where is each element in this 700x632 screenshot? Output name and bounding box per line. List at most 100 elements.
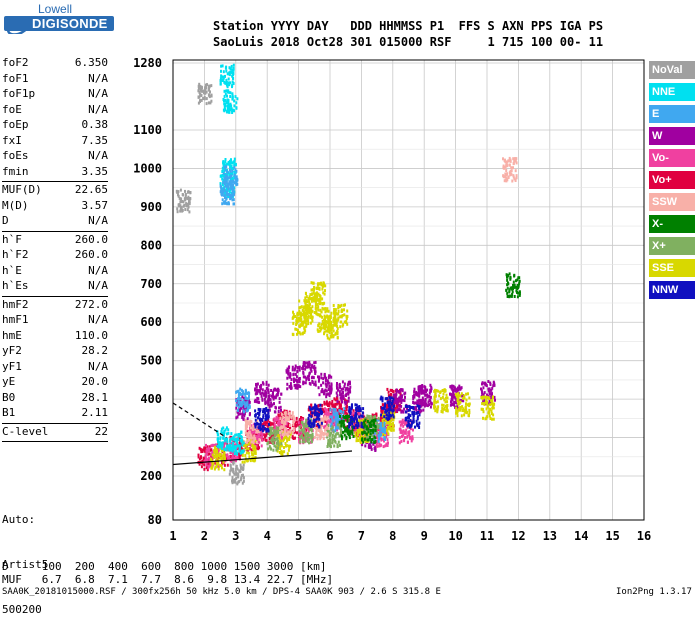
echo-point-x- <box>374 418 376 421</box>
echo-point-nne <box>236 441 238 444</box>
echo-point-x- <box>368 438 370 441</box>
echo-point-sse <box>288 438 290 441</box>
echo-point-w <box>347 387 349 390</box>
echo-point-sse <box>329 338 331 341</box>
echo-point-sse <box>302 321 304 324</box>
echo-point-w <box>400 411 402 414</box>
echo-point-w <box>338 384 340 387</box>
echo-point-sse <box>283 446 285 449</box>
echo-point-sse <box>462 397 464 400</box>
echo-point-w <box>289 372 291 375</box>
echo-point-vo- <box>212 444 214 447</box>
echo-point-nne <box>225 447 227 450</box>
echo-point-w <box>329 394 331 397</box>
echo-point-nnw <box>409 409 411 412</box>
echo-point-e <box>335 427 337 430</box>
echo-point-noval <box>183 204 185 207</box>
echo-point-e <box>329 416 331 419</box>
echo-point-e <box>221 202 223 205</box>
echo-point-w <box>292 368 294 371</box>
echo-point-sse <box>324 307 326 310</box>
echo-point-w <box>320 376 322 379</box>
echo-point-sse <box>465 393 467 396</box>
echo-point-sse <box>320 326 322 329</box>
echo-point-x- <box>272 449 274 452</box>
echo-point-sse <box>464 410 466 413</box>
echo-point-nne <box>220 436 222 439</box>
echo-point-ssw <box>511 180 513 183</box>
echo-point-nnw <box>408 405 410 408</box>
echo-point-nne <box>227 85 229 88</box>
echo-point-nnw <box>405 418 407 421</box>
echo-point-sse <box>357 439 359 442</box>
echo-point-e <box>226 191 228 194</box>
echo-point-x- <box>278 443 280 446</box>
echo-point-w <box>323 392 325 395</box>
echo-point-nnw <box>348 410 350 413</box>
echo-point-w <box>309 363 311 366</box>
echo-point-ssw <box>252 425 254 428</box>
echo-point-x- <box>311 428 313 431</box>
echo-point-w <box>397 408 399 411</box>
echo-point-w <box>302 367 304 370</box>
echo-point-x- <box>506 279 508 282</box>
echo-point-x- <box>299 426 301 429</box>
echo-point-w <box>249 413 251 416</box>
echo-point-ssw <box>248 422 250 425</box>
echo-point-w <box>344 383 346 386</box>
echo-point-w <box>490 383 492 386</box>
echo-point-vo- <box>400 424 402 427</box>
echo-point-x- <box>348 432 350 435</box>
echo-point-nnw <box>392 397 394 400</box>
echo-point-sse <box>303 307 305 310</box>
echo-point-sse <box>310 313 312 316</box>
echo-point-sse <box>457 402 459 405</box>
echo-point-nne <box>226 101 228 104</box>
echo-point-x- <box>509 276 511 279</box>
echo-point-ssw <box>516 161 518 164</box>
echo-point-x- <box>367 420 369 423</box>
echo-point-w <box>368 445 370 448</box>
echo-point-nnw <box>351 422 353 425</box>
echo-point-ssw <box>323 437 325 440</box>
echo-point-nnw <box>411 421 413 424</box>
echo-point-sse <box>255 449 257 452</box>
echo-point-vo- <box>336 397 338 400</box>
echo-point-vo- <box>226 453 228 456</box>
echo-point-sse <box>298 300 300 303</box>
echo-point-sse <box>311 320 313 323</box>
echo-point-vo- <box>227 464 229 467</box>
echo-point-nnw <box>312 407 314 410</box>
echo-point-w <box>402 411 404 414</box>
echo-point-sse <box>346 310 348 313</box>
echo-point-vo- <box>412 429 414 432</box>
echo-point-x- <box>519 280 521 283</box>
echo-point-nnw <box>320 408 322 411</box>
echo-point-w <box>276 393 278 396</box>
echo-point-ssw <box>248 431 250 434</box>
echo-point-vo- <box>203 468 205 471</box>
echo-point-nnw <box>265 418 267 421</box>
echo-point-sse <box>482 396 484 399</box>
echo-point-w <box>303 375 305 378</box>
echo-point-w <box>453 401 455 404</box>
echo-point-x- <box>299 435 301 438</box>
echo-point-nne <box>236 433 238 436</box>
echo-point-ssw <box>315 433 317 436</box>
echo-point-w <box>396 390 398 393</box>
echo-point-sse <box>323 281 325 284</box>
x-tick-label: 10 <box>448 529 462 543</box>
echo-point-sse <box>251 444 253 447</box>
echo-point-nne <box>235 450 237 453</box>
echo-point-ssw <box>245 441 247 444</box>
echo-point-nnw <box>350 416 352 419</box>
echo-point-x- <box>370 432 372 435</box>
echo-point-sse <box>390 427 392 430</box>
echo-point-sse <box>485 400 487 403</box>
echo-point-e <box>383 436 385 439</box>
echo-point-sse <box>445 405 447 408</box>
echo-point-ssw <box>504 173 506 176</box>
echo-point-nne <box>224 108 226 111</box>
echo-point-ssw <box>503 167 505 170</box>
echo-point-sse <box>323 302 325 305</box>
